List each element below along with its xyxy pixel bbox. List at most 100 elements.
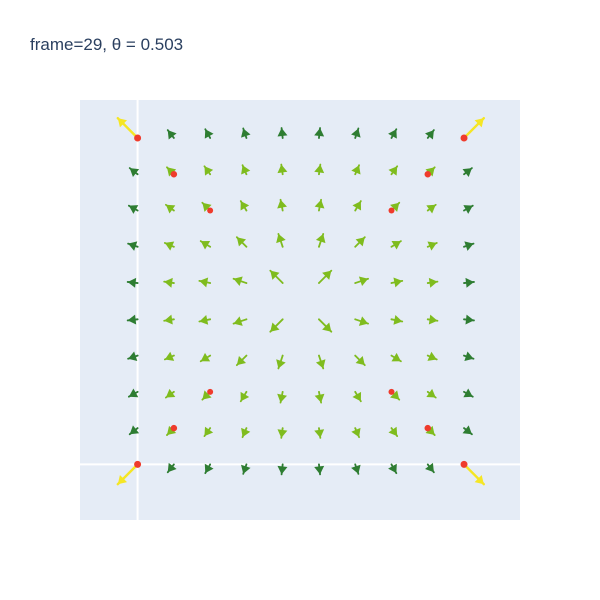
chart-title: frame=29, θ = 0.503: [30, 35, 183, 54]
vector-arrow-head: [236, 237, 247, 247]
vector-arrow: [204, 463, 214, 475]
vector-arrow-head: [164, 241, 175, 251]
vector-arrow-head: [315, 233, 326, 244]
highlight-point: [424, 424, 432, 432]
vector-arrow: [318, 269, 333, 284]
vector-arrow: [166, 462, 177, 474]
vector-arrow: [390, 352, 402, 363]
vector-arrow-head: [465, 314, 474, 325]
vector-arrow: [314, 163, 325, 176]
vector-arrow: [276, 233, 286, 248]
vector-arrow: [425, 129, 435, 140]
vector-arrow: [127, 388, 139, 398]
vector-arrow-head: [276, 233, 286, 244]
vector-arrow-head: [270, 322, 280, 332]
vector-arrow: [232, 316, 248, 326]
vector-arrow: [426, 388, 437, 399]
vector-arrow-head: [462, 425, 472, 435]
vector-arrow: [314, 127, 325, 139]
vector-arrow: [203, 426, 214, 438]
vector-arrow-head: [167, 462, 177, 473]
vector-arrow: [463, 314, 475, 325]
vector-arrow: [163, 241, 175, 251]
vector-arrow: [241, 427, 251, 439]
vector-arrow: [277, 390, 287, 404]
vector-arrow-head: [202, 390, 212, 400]
highlight-points: [134, 134, 468, 468]
vector-arrow: [425, 462, 435, 474]
vector-arrow: [277, 163, 288, 176]
vector-arrow: [354, 236, 366, 248]
vector-arrow-head: [463, 205, 473, 214]
vector-arrow: [351, 127, 361, 139]
vector-arrow-head: [241, 128, 251, 138]
vector-arrow: [163, 277, 175, 288]
vector-arrow: [232, 276, 248, 287]
highlight-point: [207, 388, 214, 395]
vector-arrow-head: [233, 276, 243, 287]
vector-arrow: [462, 425, 473, 436]
vector-arrow: [239, 200, 250, 212]
vector-arrow-head: [462, 168, 472, 177]
vector-arrow-head: [314, 465, 325, 475]
vector-arrow: [127, 351, 139, 361]
vector-arrow-head: [355, 237, 365, 247]
highlight-point: [460, 134, 468, 142]
vector-arrow-head: [464, 351, 474, 361]
highlight-point: [170, 170, 178, 178]
vector-arrow-head: [388, 426, 398, 437]
vector-arrow: [277, 198, 287, 212]
vector-arrow-head: [388, 129, 397, 139]
vector-arrow-head: [425, 167, 435, 177]
vector-arrow-head: [391, 352, 401, 362]
vector-arrow-head: [199, 315, 209, 325]
vector-arrow: [315, 233, 326, 248]
vector-arrow-head: [164, 314, 173, 325]
vector-arrow-head: [236, 355, 247, 366]
vector-arrow: [388, 128, 398, 139]
vector-arrow-head: [117, 475, 127, 485]
vector-arrow: [352, 200, 362, 212]
vector-arrow-head: [241, 427, 251, 438]
vector-arrow: [239, 390, 250, 403]
vector-arrow-head: [351, 165, 361, 175]
vector-arrow: [426, 241, 438, 251]
vector-arrow: [235, 354, 248, 367]
vector-arrow-head: [166, 425, 177, 436]
vector-arrow: [352, 390, 362, 403]
vector-arrow-head: [277, 164, 288, 174]
vector-arrow: [426, 351, 438, 361]
vector-arrow-head: [270, 270, 280, 280]
vector-arrow-head: [164, 351, 175, 361]
vector-arrow: [354, 354, 366, 367]
vector-arrow-head: [276, 359, 286, 369]
vector-arrow-head: [391, 240, 401, 250]
vector-arrow: [241, 127, 251, 139]
highlight-point: [170, 424, 178, 432]
vector-arrow-head: [241, 165, 251, 175]
vector-arrow-head: [464, 241, 474, 251]
vector-arrow: [116, 463, 139, 486]
vector-arrow: [163, 314, 175, 325]
vector-arrow-head: [358, 316, 369, 326]
vector-arrow-head: [351, 128, 361, 138]
vector-arrow: [163, 351, 175, 361]
vector-arrow-head: [358, 276, 369, 287]
vector-arrow: [127, 241, 139, 251]
vector-arrow-head: [204, 426, 214, 437]
vector-arrow-head: [474, 118, 484, 128]
vector-arrow-head: [240, 391, 250, 402]
vector-arrow: [199, 240, 212, 250]
highlight-point: [134, 460, 142, 468]
vector-arrow-head: [390, 390, 400, 400]
vector-arrow-head: [426, 204, 436, 214]
vector-arrow: [426, 203, 437, 214]
vector-arrow-head: [388, 166, 398, 176]
vector-arrow: [463, 388, 474, 398]
vector-arrow: [388, 426, 399, 438]
vector-arrow-head: [314, 128, 325, 137]
highlight-point: [460, 460, 468, 468]
vector-arrow: [314, 198, 325, 212]
vector-arrow-head: [204, 463, 214, 474]
